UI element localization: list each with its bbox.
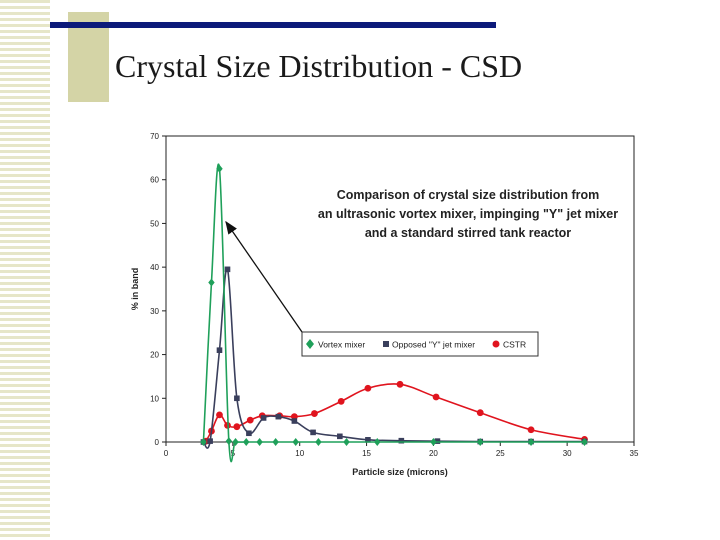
chart-title-line-1: Comparison of crystal size distribution …: [337, 188, 600, 202]
data-point-cstr: [396, 380, 404, 388]
slide-title: Crystal Size Distribution - CSD: [115, 48, 523, 84]
x-axis-label: Particle size (microns): [352, 467, 448, 477]
data-point-cstr: [364, 384, 372, 392]
data-point-vortex: [343, 438, 350, 446]
x-tick-label: 0: [164, 449, 169, 458]
data-point-jet: [365, 437, 371, 443]
legend: Vortex mixer Opposed "Y" jet mixer CSTR: [301, 331, 539, 357]
y-tick-label: 0: [155, 438, 160, 447]
title-rule: [50, 22, 496, 28]
data-point-vortex: [374, 438, 381, 446]
data-point-cstr: [337, 397, 345, 405]
data-point-vortex: [225, 437, 233, 446]
data-point-cstr: [432, 393, 440, 401]
y-tick-label: 20: [150, 351, 159, 360]
x-tick-label: 15: [362, 449, 371, 458]
chart-title-line-3: and a standard stirred tank reactor: [365, 226, 571, 240]
legend-marker-jet: [383, 341, 389, 347]
x-tick-label: 30: [563, 449, 572, 458]
data-point-cstr: [246, 416, 254, 424]
plot-area-frame: [165, 135, 635, 443]
data-point-jet: [310, 429, 316, 436]
series-layer: [200, 163, 588, 463]
data-point-jet: [337, 433, 343, 440]
legend-label-jet: Opposed "Y" jet mixer: [392, 340, 475, 350]
chart-title-line-2: an ultrasonic vortex mixer, impinging "Y…: [318, 207, 618, 221]
y-tick-label: 10: [150, 394, 159, 403]
x-tick-label: 20: [429, 449, 438, 458]
x-tick-label: 25: [496, 449, 505, 458]
legend-label-vortex: Vortex mixer: [318, 340, 365, 350]
data-point-jet: [291, 418, 298, 424]
data-point-jet: [275, 413, 282, 420]
data-point-vortex: [243, 438, 250, 446]
y-tick-label: 40: [150, 263, 159, 272]
data-point-vortex: [430, 438, 437, 446]
y-tick-label: 70: [150, 132, 159, 141]
data-point-cstr: [476, 409, 484, 417]
data-point-jet: [434, 438, 441, 444]
legend-marker-cstr: [492, 340, 500, 348]
legend-marker-vortex: [306, 339, 314, 349]
data-point-jet: [216, 347, 223, 353]
data-point-cstr: [311, 410, 318, 417]
data-point-vortex: [216, 164, 223, 173]
decorative-stripes: [0, 0, 50, 540]
y-tick-label: 50: [150, 219, 159, 228]
data-point-jet: [398, 437, 405, 444]
data-point-jet: [207, 438, 213, 444]
data-point-vortex: [477, 438, 484, 446]
data-point-vortex: [200, 438, 207, 446]
data-point-vortex: [208, 278, 215, 287]
chart-container: 0 10 20 30 40 50 60 70 0 5 10 15 20 25 30 35 Comparison…: [128, 130, 648, 490]
x-tick-label: 10: [295, 449, 304, 458]
data-point-vortex: [272, 438, 279, 446]
x-tick-label: 35: [630, 449, 639, 458]
data-point-vortex: [232, 438, 239, 446]
data-point-jet: [234, 395, 240, 402]
y-axis-label: % in band: [130, 268, 140, 311]
data-point-vortex: [315, 438, 322, 446]
data-point-jet: [260, 415, 267, 421]
data-point-jet: [224, 266, 231, 273]
data-point-vortex: [292, 438, 299, 446]
y-tick-label: 30: [150, 307, 159, 316]
y-tick-label: 60: [150, 176, 159, 185]
annotation-arrow: [225, 220, 303, 333]
data-point-vortex: [256, 438, 263, 446]
data-point-cstr: [527, 426, 535, 434]
legend-label-cstr: CSTR: [503, 340, 526, 350]
data-point-cstr: [216, 411, 223, 419]
data-point-jet: [246, 430, 252, 437]
data-point-cstr: [233, 423, 241, 431]
